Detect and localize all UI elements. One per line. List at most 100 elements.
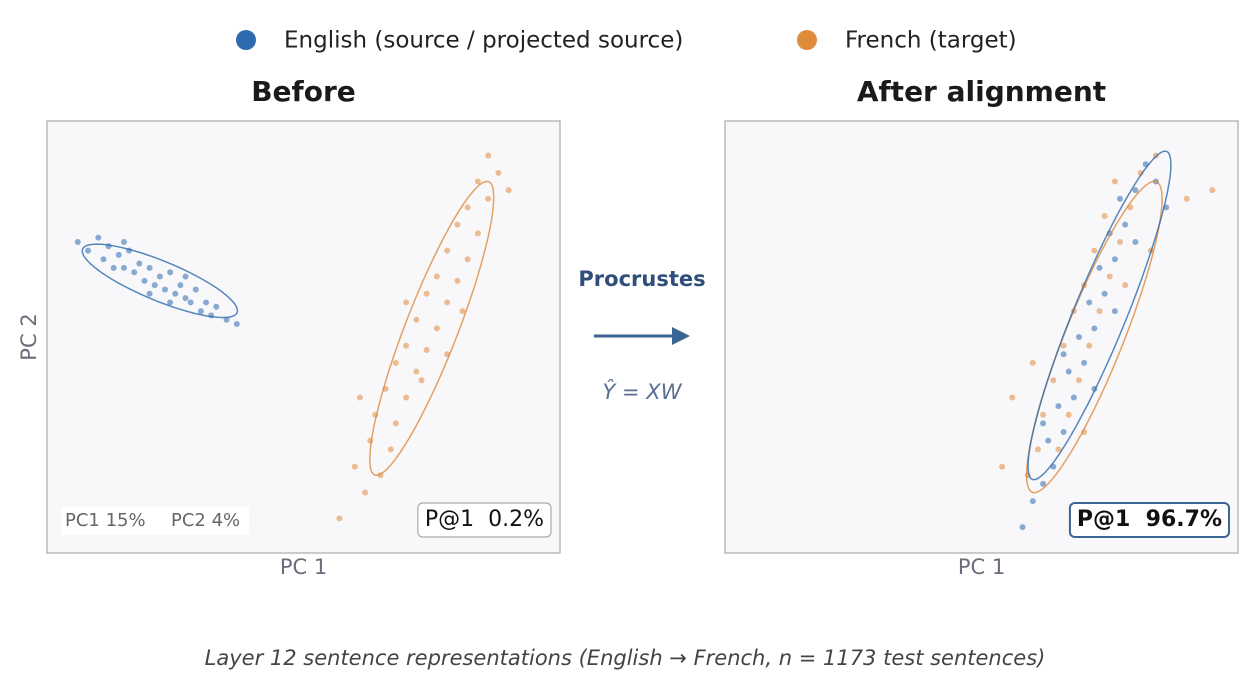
- panel-title: After alignment: [857, 75, 1106, 108]
- point: [1091, 325, 1098, 332]
- point: [444, 247, 451, 254]
- point: [362, 489, 369, 496]
- point: [1009, 394, 1016, 401]
- point: [115, 251, 122, 258]
- point: [1111, 256, 1118, 263]
- variance-label: PC1 15%: [65, 510, 146, 531]
- point: [1122, 282, 1129, 289]
- point: [120, 238, 127, 245]
- point: [474, 178, 481, 185]
- point: [1117, 195, 1124, 202]
- point: [182, 295, 189, 302]
- annotation-bg: [61, 507, 249, 535]
- point: [1029, 359, 1036, 366]
- point: [1101, 213, 1108, 220]
- plot-area: [724, 120, 1239, 554]
- legend-label: English (source / projected source): [284, 28, 683, 54]
- point: [146, 264, 153, 271]
- point: [454, 221, 461, 228]
- point: [136, 260, 143, 267]
- point: [454, 277, 461, 284]
- point: [464, 256, 471, 263]
- point: [1111, 308, 1118, 315]
- point: [433, 325, 440, 332]
- point: [403, 342, 410, 349]
- panel: After alignment PC 1 P@1 96.7%: [724, 75, 1239, 579]
- point: [392, 420, 399, 427]
- point: [85, 247, 92, 254]
- legend-marker: [797, 30, 817, 50]
- point: [1029, 498, 1036, 505]
- point: [336, 515, 343, 522]
- point: [444, 299, 451, 306]
- point: [1060, 342, 1067, 349]
- point: [1132, 187, 1139, 194]
- point: [1101, 290, 1108, 297]
- point: [495, 169, 502, 176]
- panel: Before PC 1 PC 2 PC1 15% PC2 4% P@1 0.2%: [17, 75, 561, 579]
- ellipse: [369, 180, 495, 476]
- point: [1209, 187, 1216, 194]
- legend-marker: [236, 30, 256, 50]
- caption: Layer 12 sentence representations (Engli…: [205, 646, 1046, 670]
- score-box: [417, 502, 552, 538]
- point: [1065, 368, 1072, 375]
- point: [100, 256, 107, 263]
- point: [177, 282, 184, 289]
- x-axis-label: PC 1: [280, 555, 327, 579]
- point: [1096, 308, 1103, 315]
- point: [413, 368, 420, 375]
- point: [1075, 334, 1082, 340]
- score-box: [1068, 502, 1230, 538]
- point: [95, 234, 102, 241]
- point: [418, 377, 425, 384]
- point: [423, 346, 430, 353]
- point: [1040, 420, 1047, 427]
- ellipse: [1025, 180, 1163, 494]
- point: [392, 359, 399, 366]
- plot-area: [46, 120, 561, 554]
- point: [999, 463, 1006, 470]
- point: [351, 463, 358, 470]
- point: [167, 269, 174, 276]
- point: [485, 152, 492, 159]
- point: [1096, 264, 1103, 271]
- ellipse: [81, 243, 239, 319]
- point: [74, 238, 81, 245]
- point: [1132, 238, 1139, 245]
- point: [1019, 524, 1026, 531]
- point: [151, 282, 158, 289]
- panel-title: Before: [251, 75, 356, 108]
- point: [192, 286, 199, 293]
- point: [403, 394, 410, 401]
- legend-label: French (target): [845, 28, 1017, 54]
- point: [1050, 377, 1057, 384]
- score-label: P@1 96.7%: [1077, 507, 1222, 532]
- point: [474, 230, 481, 237]
- point: [387, 446, 394, 453]
- point: [1060, 351, 1067, 358]
- point: [1091, 247, 1098, 254]
- point: [1081, 359, 1088, 366]
- point: [182, 273, 189, 280]
- point: [167, 299, 174, 306]
- point: [120, 264, 127, 271]
- x-axis-label: PC 1: [958, 555, 1005, 579]
- point: [464, 204, 471, 211]
- point: [1070, 394, 1077, 401]
- variance-label: PC2 4%: [171, 510, 240, 531]
- point: [1117, 238, 1124, 245]
- point: [1086, 299, 1093, 306]
- point: [403, 299, 410, 306]
- formula: Ŷ = XW: [603, 379, 683, 404]
- point: [146, 290, 153, 297]
- point: [156, 273, 163, 280]
- point: [1106, 273, 1113, 280]
- point: [1055, 446, 1062, 453]
- point: [1065, 411, 1072, 418]
- point: [505, 187, 512, 194]
- legend: English (source / projected source) Fren…: [236, 28, 1017, 54]
- point: [213, 303, 220, 310]
- point: [433, 273, 440, 280]
